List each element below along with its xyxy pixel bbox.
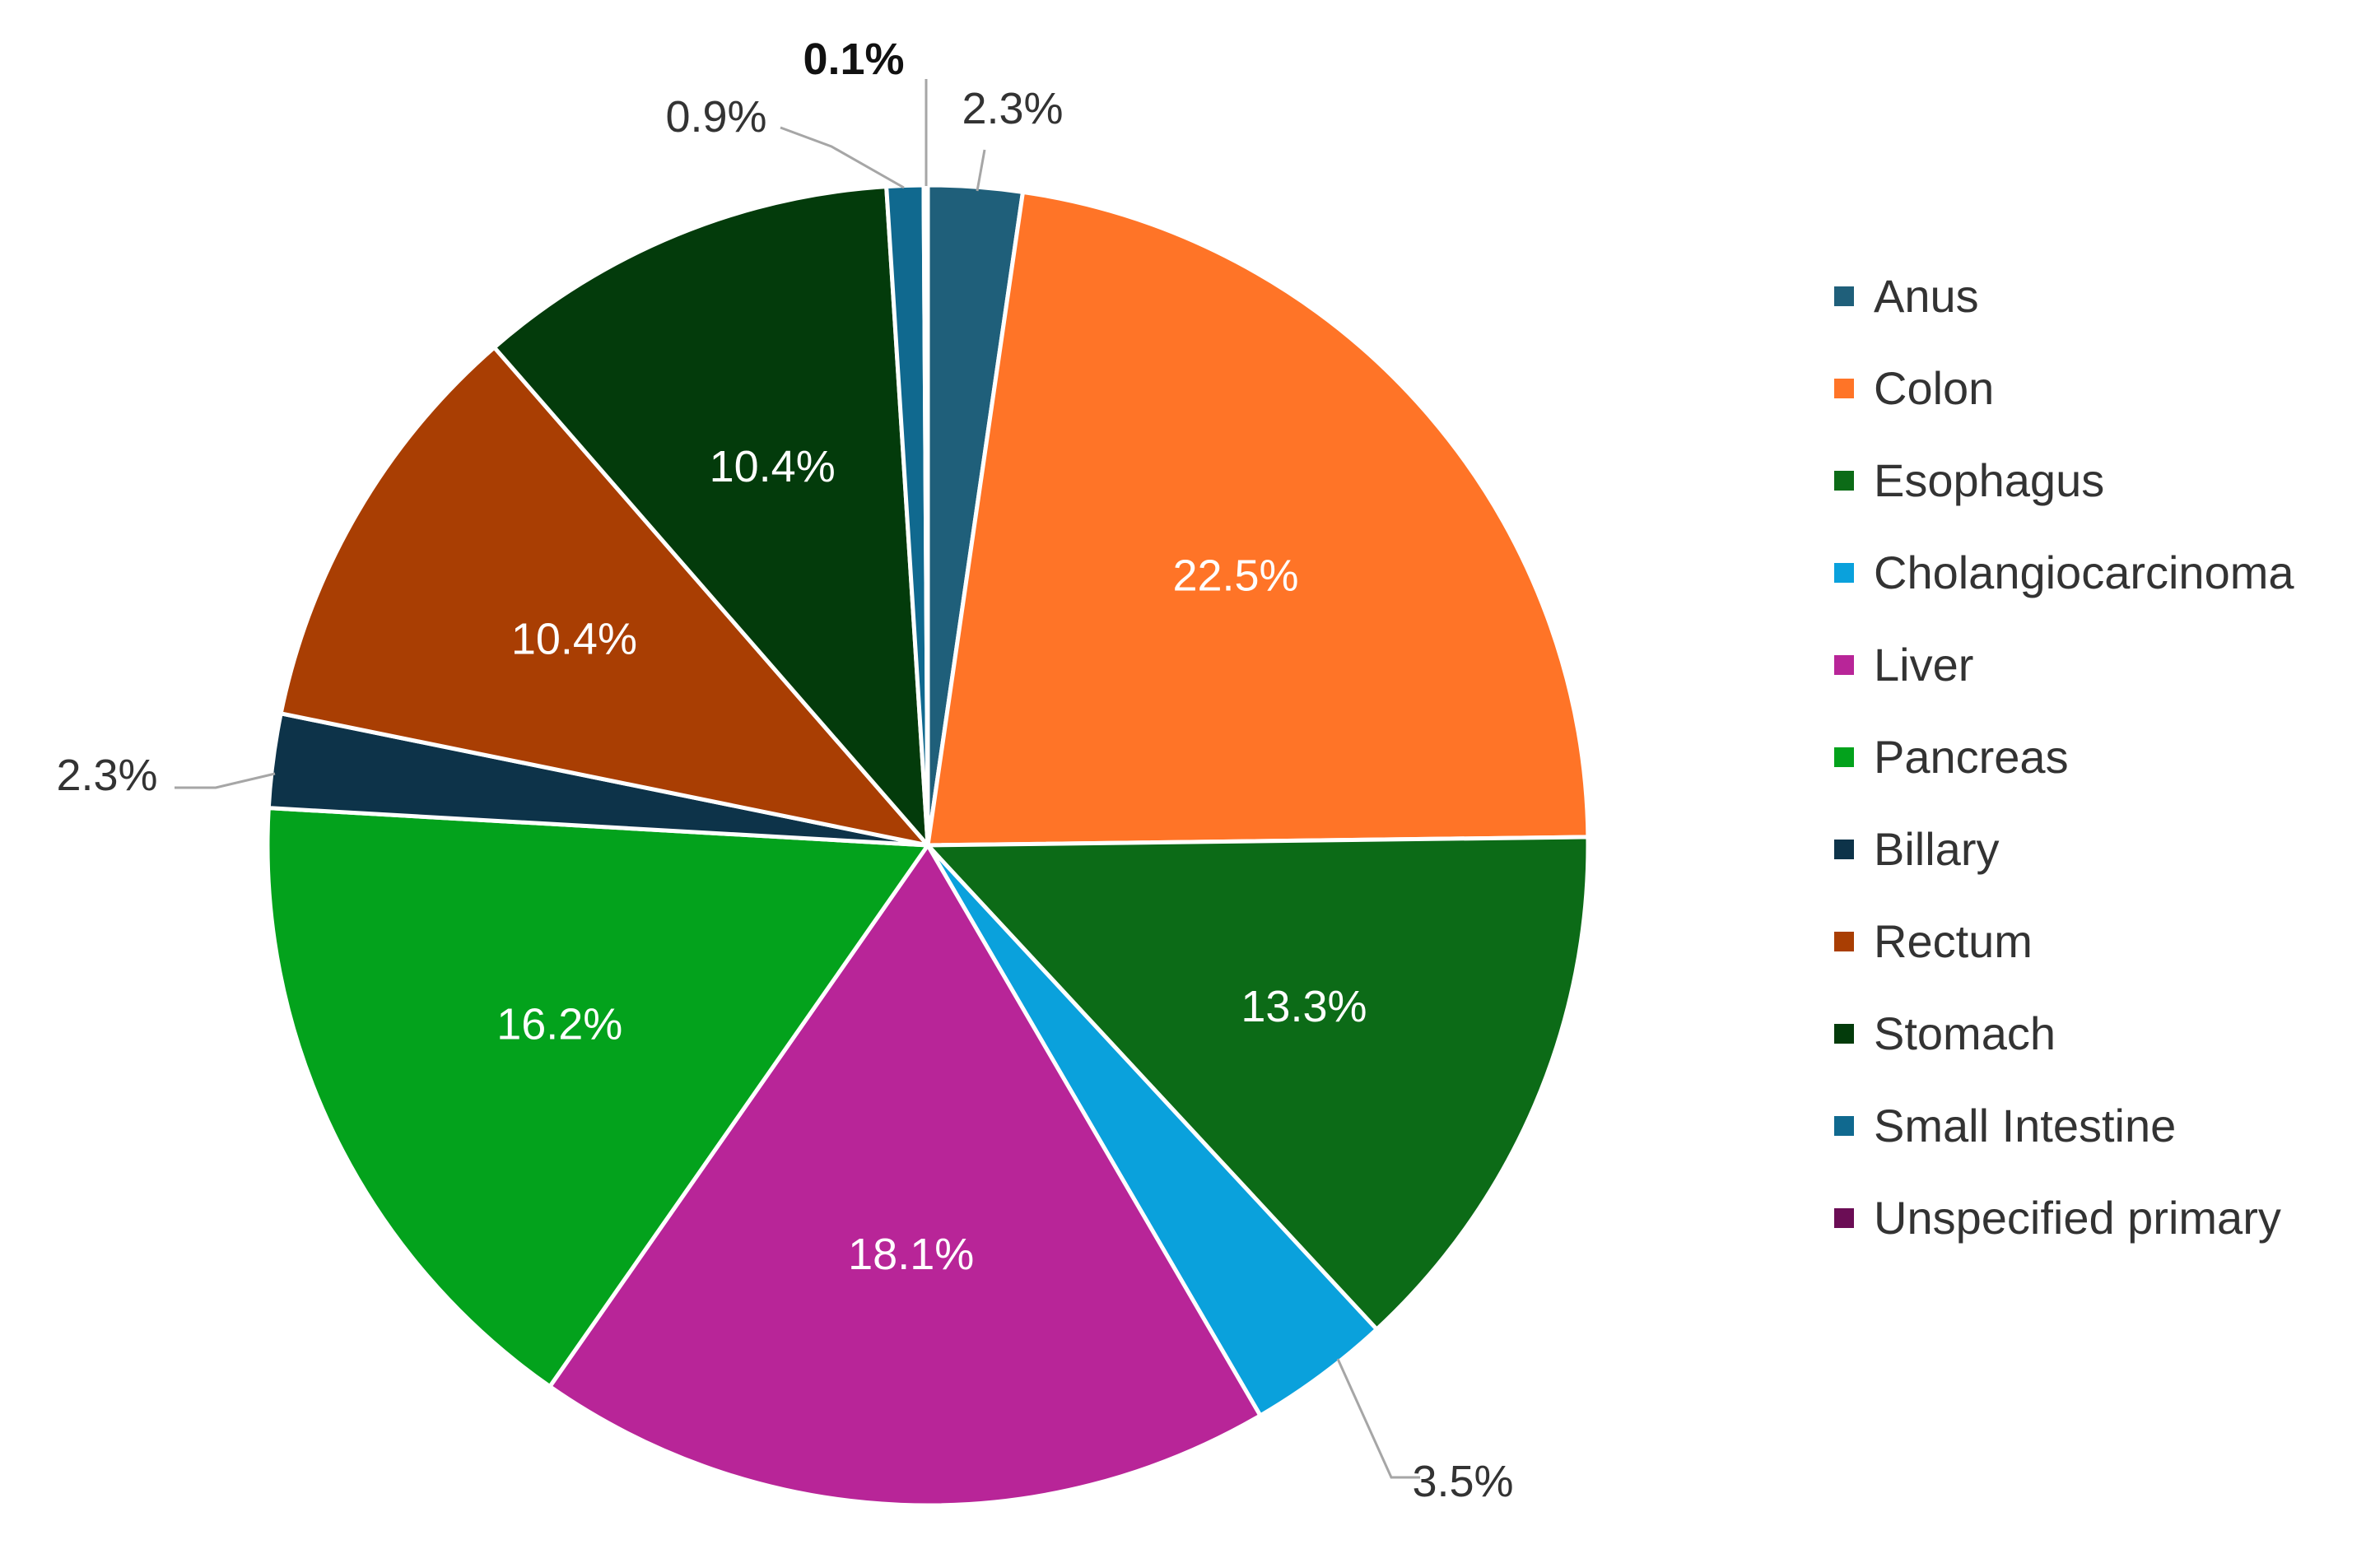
legend-swatch-rectum [1834,932,1854,951]
legend-swatch-stomach [1834,1024,1854,1044]
pie-slice-stomach [491,184,930,852]
legend-label-rectum: Rectum [1874,915,2033,967]
leader-line-anus [976,149,986,192]
legend-label-colon: Colon [1874,362,1994,414]
data-label-anus: 2.3% [962,84,1063,133]
legend-item-billary: Billary [1834,823,1999,875]
legend-swatch-colon [1834,379,1854,398]
legend-item-liver: Liver [1834,639,1973,691]
pie-slice-liver [547,841,1264,1508]
legend-label-pancreas: Pancreas [1874,731,2069,783]
data-label-billary: 2.3% [56,751,157,800]
legend-item-esophagus: Esophagus [1834,454,2104,506]
legend-label-small-intestine: Small Intestine [1874,1100,2176,1151]
pie-slice-esophagus [923,835,1591,1333]
data-label-cholangiocarcinoma: 3.5% [1412,1457,1513,1506]
legend-label-esophagus: Esophagus [1874,454,2104,506]
data-labels: 2.3% 22.5% 13.3% 3.5% 18.1% 16.2% 2.3% 10.4% 10.… [56,35,1513,1506]
legend-swatch-cholangiocarcinoma [1834,563,1854,583]
data-label-colon: 22.5% [1172,551,1298,600]
pie-slice-pancreas [265,806,932,1390]
leader-line-billary [175,772,276,789]
legend-item-pancreas: Pancreas [1834,731,2069,783]
legend-item-unspecified-primary: Unspecified primary [1834,1192,2281,1244]
legend-label-liver: Liver [1874,639,1973,691]
pie-slice-colon [925,189,1591,848]
legend-swatch-anus [1834,286,1854,306]
legend-swatch-small-intestine [1834,1116,1854,1136]
pie-slices [265,183,1591,1508]
legend-label-billary: Billary [1874,823,1999,875]
legend: Anus Colon Esophagus Cholangiocarcinoma Live… [1834,270,2294,1244]
legend-label-unspecified-primary: Unspecified primary [1874,1192,2281,1244]
pie-slice-rectum [278,344,934,849]
data-label-stomach: 10.4% [710,442,836,491]
legend-label-stomach: Stomach [1874,1007,2056,1059]
leader-line-cholangiocarcinoma [1336,1358,1420,1479]
legend-swatch-liver [1834,655,1854,675]
leader-line-small-intestine [780,126,905,189]
legend-swatch-unspecified-primary [1834,1208,1854,1228]
leader-lines [175,79,1420,1479]
legend-label-cholangiocarcinoma: Cholangiocarcinoma [1874,547,2294,598]
legend-item-small-intestine: Small Intestine [1834,1100,2176,1151]
legend-swatch-pancreas [1834,747,1854,767]
legend-swatch-billary [1834,840,1854,859]
legend-swatch-esophagus [1834,471,1854,491]
legend-item-rectum: Rectum [1834,915,2033,967]
legend-label-anus: Anus [1874,270,1979,322]
legend-item-cholangiocarcinoma: Cholangiocarcinoma [1834,547,2294,598]
data-label-pancreas: 16.2% [496,999,622,1049]
data-label-small-intestine: 0.9% [665,92,766,142]
legend-item-anus: Anus [1834,270,1979,322]
data-label-unspecified-primary: 0.1% [803,35,904,84]
data-label-rectum: 10.4% [511,615,637,664]
legend-item-colon: Colon [1834,362,1994,414]
data-label-liver: 18.1% [848,1230,974,1279]
legend-item-stomach: Stomach [1834,1007,2056,1059]
data-label-esophagus: 13.3% [1241,982,1367,1031]
